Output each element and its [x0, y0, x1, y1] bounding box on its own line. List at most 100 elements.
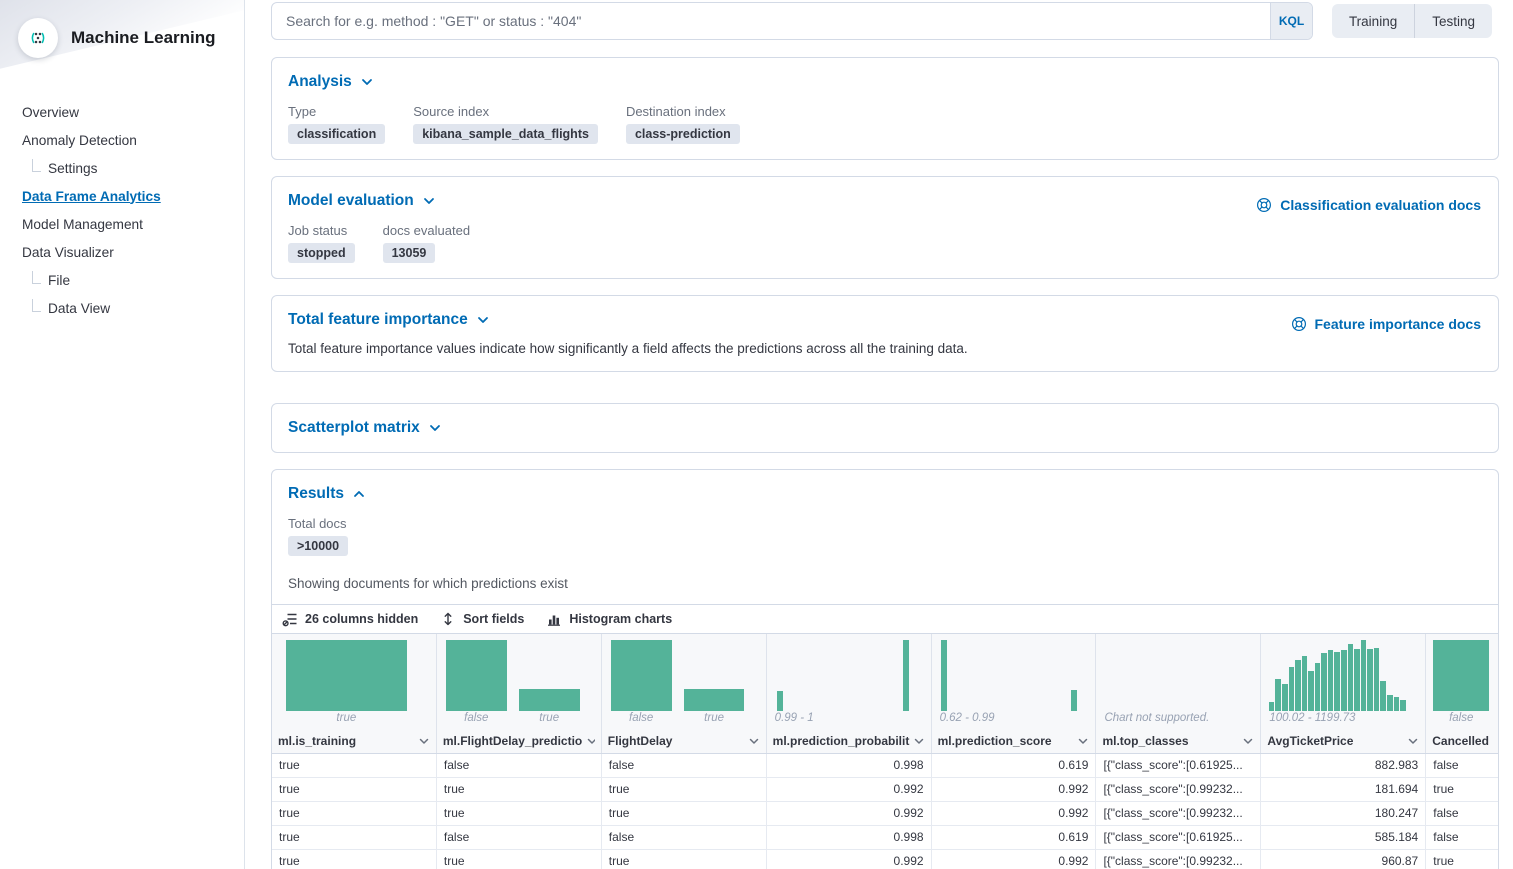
- column-header-ml-prediction-probabilit[interactable]: 0.99 - 1 ml.prediction_probabilit: [767, 634, 932, 753]
- sidebar-item-data-frame-analytics[interactable]: Data Frame Analytics: [0, 182, 244, 210]
- cell-ml-flightdelay-predictio: true: [437, 802, 602, 825]
- column-header-ml-flightdelay-predictio[interactable]: falsetrueml.FlightDelay_predictio: [437, 634, 602, 753]
- column-name: ml.prediction_probabilit: [773, 728, 925, 753]
- column-name-label: ml.prediction_probabilit: [773, 734, 910, 748]
- column-actions-icon[interactable]: [1073, 735, 1089, 747]
- scatterplot-accordion-toggle[interactable]: Scatterplot matrix: [288, 419, 441, 437]
- sidebar-item-data-view[interactable]: Data View: [0, 294, 244, 322]
- cell-ml-prediction-score: 0.619: [932, 754, 1097, 777]
- column-header-ml-prediction-score[interactable]: 0.62 - 0.99ml.prediction_score: [932, 634, 1097, 753]
- histogram-bar: [1334, 652, 1340, 711]
- column-name: AvgTicketPrice: [1267, 728, 1419, 753]
- column-actions-icon[interactable]: [414, 735, 430, 747]
- field-value-badge: stopped: [288, 243, 355, 263]
- sidebar-item-settings[interactable]: Settings: [0, 154, 244, 182]
- training-button[interactable]: Training: [1332, 4, 1414, 38]
- histogram-bar: [611, 640, 672, 711]
- cell-ml-top-classes: [{"class_score":[0.61925...: [1096, 826, 1261, 849]
- sidebar-item-overview[interactable]: Overview: [0, 98, 244, 126]
- field-group: Destination indexclass-prediction: [626, 104, 740, 144]
- results-accordion-toggle[interactable]: Results: [288, 485, 365, 503]
- 26-columns-hidden-button[interactable]: 26 columns hidden: [282, 611, 418, 627]
- column-histogram-labels: falsetrue: [443, 711, 595, 728]
- cell-ml-flightdelay-predictio: true: [437, 778, 602, 801]
- column-actions-icon[interactable]: [1489, 735, 1490, 747]
- sort-chevron-icon: [748, 735, 760, 747]
- column-histogram-labels: true: [278, 711, 430, 728]
- column-header-ml-top-classes[interactable]: Chart not supported. ml.top_classes: [1096, 634, 1261, 753]
- results-grid: true ml.is_training falsetrueml.FlightDela…: [272, 634, 1498, 869]
- cell-flightdelay: true: [602, 802, 767, 825]
- feature-importance-accordion-toggle[interactable]: Total feature importance: [288, 311, 489, 329]
- histogram-bar: [1071, 690, 1077, 711]
- column-histogram-chart: [938, 640, 1090, 711]
- histogram-bar: [1289, 667, 1295, 711]
- column-header-ml-is-training[interactable]: true ml.is_training: [272, 634, 437, 753]
- model-evaluation-title: Model evaluation: [288, 192, 414, 210]
- feature-importance-description: Total feature importance values indicate…: [288, 341, 1482, 356]
- column-actions-icon[interactable]: [1238, 735, 1254, 747]
- results-subtitle: Showing documents for which predictions …: [288, 576, 1482, 604]
- histogram-bar: [1275, 679, 1281, 711]
- results-panel: Results Total docs >10000 Showing docume…: [271, 469, 1499, 869]
- column-actions-icon[interactable]: [909, 735, 924, 747]
- kql-button[interactable]: KQL: [1270, 3, 1312, 39]
- analysis-accordion-toggle[interactable]: Analysis: [288, 73, 373, 91]
- cell-ml-is-training: true: [272, 778, 437, 801]
- column-histogram-chart: [278, 640, 430, 711]
- analysis-panel: Analysis TypeclassificationSource indexk…: [271, 57, 1499, 160]
- cell-flightdelay: false: [602, 826, 767, 849]
- chart-not-supported-label: Chart not supported.: [1104, 712, 1209, 724]
- scatterplot-matrix-panel: Scatterplot matrix: [271, 403, 1499, 453]
- sidebar-item-model-management[interactable]: Model Management: [0, 210, 244, 238]
- feature-importance-panel: Total feature importance Feature importa…: [271, 295, 1499, 372]
- histogram-bar: [1321, 653, 1327, 711]
- histogram-bar: [1328, 650, 1334, 711]
- model-evaluation-accordion-toggle[interactable]: Model evaluation: [288, 192, 435, 210]
- column-actions-icon[interactable]: [744, 735, 760, 747]
- histogram-charts-icon: [546, 611, 562, 627]
- column-header-cancelled[interactable]: falseCancelled: [1426, 634, 1496, 753]
- table-row: truefalsefalse0.9980.619[{"class_score":…: [272, 754, 1498, 778]
- cell-cancelled: false: [1426, 802, 1496, 825]
- column-histogram-labels: 0.99 - 1: [773, 711, 925, 728]
- testing-button[interactable]: Testing: [1414, 4, 1492, 38]
- histogram-bar: [446, 640, 507, 711]
- sidebar-item-anomaly-detection[interactable]: Anomaly Detection: [0, 126, 244, 154]
- column-actions-icon[interactable]: [1403, 735, 1419, 747]
- column-actions-icon[interactable]: [582, 735, 595, 747]
- sidebar-item-label: Data Frame Analytics: [22, 189, 161, 204]
- tree-connector-icon: [32, 159, 41, 172]
- search-input[interactable]: [272, 3, 1270, 39]
- column-header-flightdelay[interactable]: falsetrueFlightDelay: [602, 634, 767, 753]
- histogram-charts-button[interactable]: Histogram charts: [546, 611, 672, 627]
- histogram-bar: [1354, 649, 1360, 711]
- feature-importance-docs-link[interactable]: Feature importance docs: [1291, 316, 1482, 332]
- column-histogram-labels: falsetrue: [608, 711, 760, 728]
- app-title: Machine Learning: [71, 28, 216, 48]
- column-histogram-chart: [1267, 640, 1419, 711]
- feature-importance-title: Total feature importance: [288, 311, 468, 329]
- sort-chevron-icon: [1077, 735, 1089, 747]
- histogram-bar-label: true: [684, 712, 745, 724]
- column-name: FlightDelay: [608, 728, 760, 753]
- classification-evaluation-docs-link[interactable]: Classification evaluation docs: [1256, 197, 1481, 213]
- total-docs-badge: >10000: [288, 536, 348, 556]
- field-label: Job status: [288, 223, 355, 238]
- column-histogram-chart: [1432, 640, 1490, 711]
- sidebar-nav: OverviewAnomaly DetectionSettings Data Fr…: [0, 98, 244, 322]
- column-name-label: ml.is_training: [278, 734, 356, 748]
- column-name: ml.top_classes: [1102, 728, 1254, 753]
- column-header-avgticketprice[interactable]: 100.02 - 1199.73AvgTicketPrice: [1261, 634, 1426, 753]
- table-row: truetruetrue0.9920.992[{"class_score":[0…: [272, 850, 1498, 869]
- sidebar-item-file[interactable]: File: [0, 266, 244, 294]
- field-group: docs evaluated13059: [383, 223, 470, 263]
- histogram-bar: [777, 691, 783, 711]
- sort-chevron-icon: [1242, 735, 1254, 747]
- sidebar-item-data-visualizer[interactable]: Data Visualizer: [0, 238, 244, 266]
- cell-ml-is-training: true: [272, 850, 437, 869]
- sort-fields-button[interactable]: Sort fields: [440, 611, 524, 627]
- cell-avgticketprice: 181.694: [1261, 778, 1426, 801]
- cell-cancelled: false: [1426, 826, 1496, 849]
- model-evaluation-panel: Model evaluation Classification evaluati…: [271, 176, 1499, 279]
